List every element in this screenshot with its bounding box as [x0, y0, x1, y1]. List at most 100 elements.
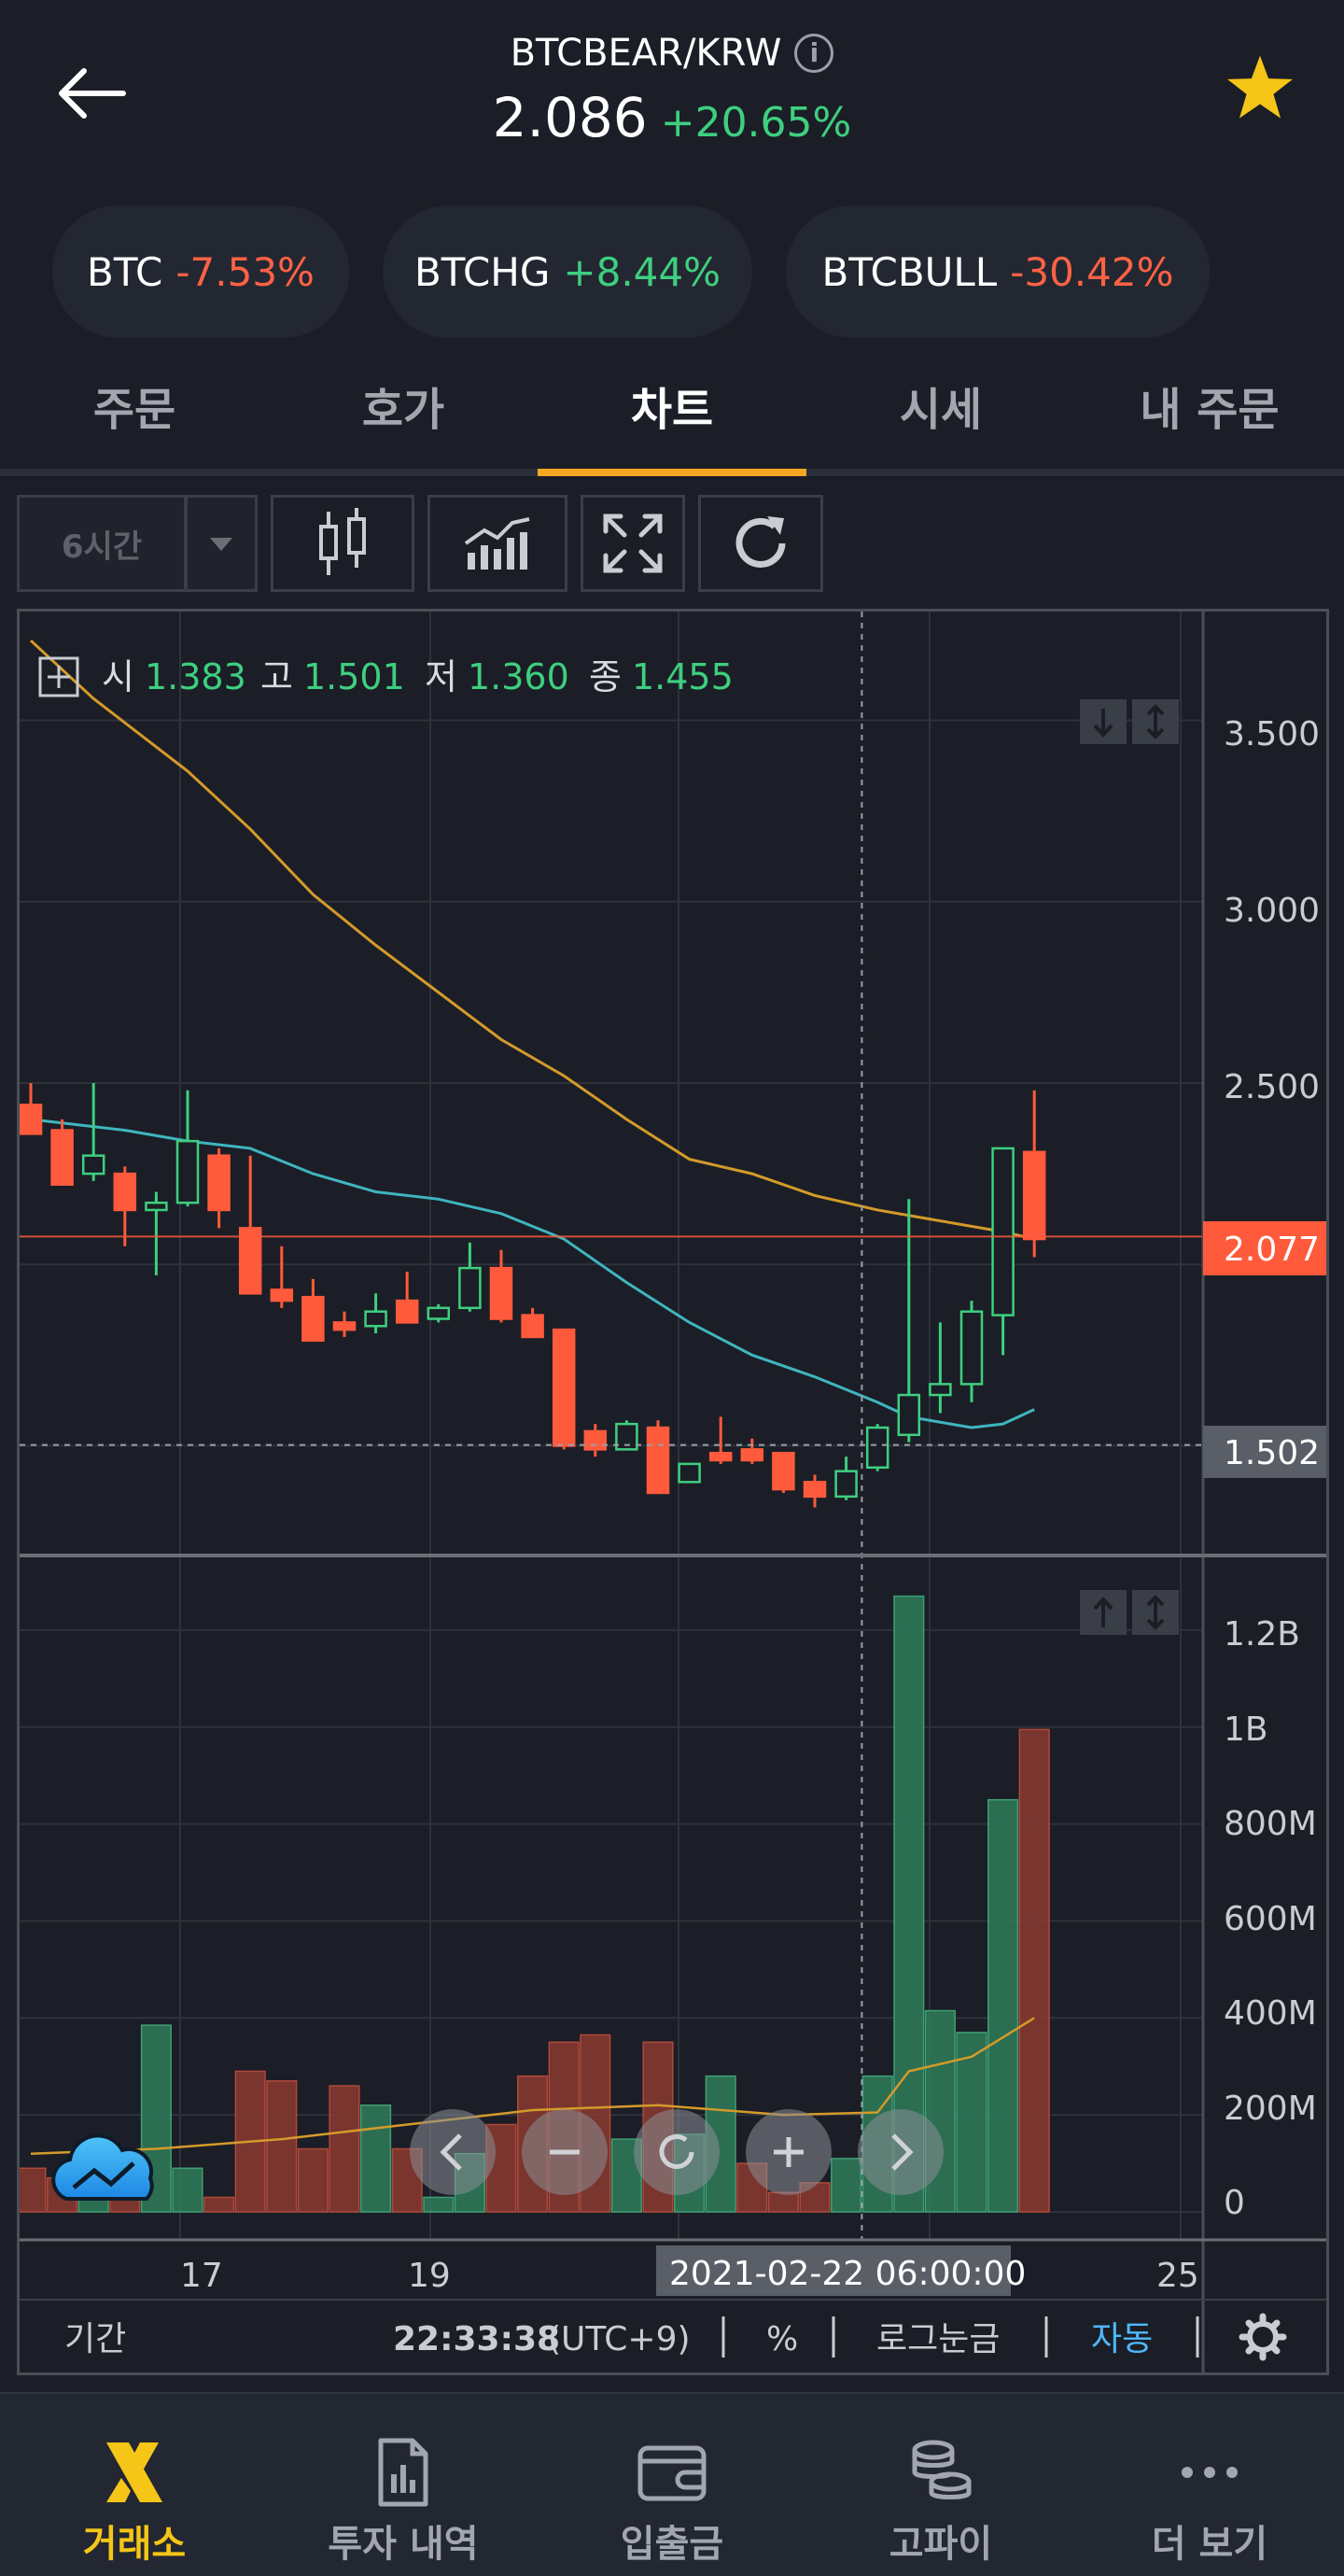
volume-bar [172, 2167, 203, 2213]
candle-body [929, 1383, 952, 1397]
indicator-icon [464, 517, 530, 570]
volume-bar [705, 2075, 736, 2213]
candle-body [897, 1393, 921, 1437]
candle-body [113, 1172, 137, 1212]
auto-scale-button[interactable]: 자동 [1091, 2320, 1153, 2358]
fullscreen-button[interactable] [581, 495, 685, 592]
candle-body [521, 1314, 544, 1339]
candle-body [646, 1426, 670, 1495]
volume-tick: 800M [1224, 1805, 1317, 1843]
candle-body [615, 1422, 638, 1451]
candle-body [145, 1201, 168, 1212]
candlesticks [19, 1083, 1203, 1508]
nav-deposit-withdraw[interactable]: 입출금 [538, 2394, 806, 2576]
tab-chart[interactable]: 차트 [630, 384, 714, 436]
volume-bar [266, 2080, 298, 2213]
volume-bar [1018, 1728, 1050, 2213]
bottom-navigation: 거래소 투자 내역 입출금 고파이 [0, 2392, 1344, 2576]
candle-body [81, 1154, 105, 1175]
chart-container[interactable]: 시 1.383 고 1.501 저 1.360 종 1.455 3.500 3.… [15, 609, 1329, 2375]
chevron-down-icon [210, 538, 232, 551]
volume-tick: 400M [1224, 1994, 1317, 2033]
arrows-vertical-icon [1146, 1595, 1165, 1630]
chevron-left-icon [440, 2133, 462, 2171]
back-arrow-icon[interactable] [47, 47, 140, 140]
cloud-logo-icon [51, 2133, 154, 2201]
candle-body [489, 1266, 513, 1320]
scroll-right-button[interactable] [858, 2109, 944, 2195]
low-value: 1.360 [468, 656, 569, 697]
candle-body [991, 1147, 1015, 1316]
reset-icon [659, 2134, 694, 2169]
refresh-button[interactable] [698, 495, 823, 592]
candle-body [834, 1470, 858, 1499]
fullscreen-icon [603, 514, 663, 573]
tab-market-price[interactable]: 시세 [899, 384, 983, 436]
related-chip-btc[interactable]: BTC -7.53% [52, 205, 349, 338]
active-tab-indicator [538, 469, 806, 476]
crosshair [20, 612, 1203, 2240]
volume-bar [15, 2167, 47, 2213]
volume-bar [423, 2196, 455, 2213]
candle-body [301, 1295, 325, 1343]
info-icon[interactable]: i [794, 34, 834, 73]
exchange-x-icon [106, 2442, 162, 2502]
percent-scale-button[interactable]: % [766, 2320, 798, 2358]
volume-bar [297, 2147, 329, 2213]
gear-icon[interactable] [1239, 2313, 1287, 2361]
candle-body [865, 1426, 889, 1470]
coins-icon [912, 2440, 972, 2499]
tab-my-orders[interactable]: 내 주문 [1140, 384, 1280, 436]
volume-bar [987, 1798, 1019, 2213]
ma-long-line [29, 639, 1035, 1241]
chart-svg[interactable]: 시 1.383 고 1.501 저 1.360 종 1.455 3.500 3.… [15, 612, 1326, 2372]
related-chip-btcbull[interactable]: BTCBULL -30.42% [786, 205, 1210, 338]
nav-investment-history[interactable]: 투자 내역 [269, 2394, 538, 2576]
candle-body [207, 1154, 231, 1212]
chevron-right-icon [891, 2133, 914, 2171]
nav-label: 고파이 [889, 2523, 993, 2566]
chart-footer: 기간 22:33:38 (UTC+9) % 로그눈금 자동 [64, 2313, 1287, 2361]
nav-more[interactable]: 더 보기 [1075, 2394, 1344, 2576]
arrow-up-icon [1093, 1597, 1113, 1627]
price-line: 2.086 +20.65% [0, 86, 1344, 149]
candle-body [364, 1310, 387, 1328]
reset-zoom-button[interactable] [634, 2109, 720, 2195]
scroll-left-button[interactable] [410, 2109, 496, 2195]
time-tick: 25 [1156, 2257, 1199, 2295]
nav-gofi[interactable]: 고파이 [806, 2394, 1075, 2576]
chip-name: BTCBULL [821, 248, 998, 295]
period-button[interactable]: 기간 [64, 2320, 126, 2358]
interval-select[interactable]: 6시간 [17, 495, 187, 592]
time-tick: 19 [408, 2257, 451, 2295]
open-label: 시 [102, 656, 134, 697]
volume-bar [956, 2032, 987, 2213]
indicator-button[interactable] [427, 495, 567, 592]
chip-change: -7.53% [175, 248, 315, 295]
timezone-button[interactable]: (UTC+9) [548, 2320, 691, 2358]
refresh-icon [735, 516, 786, 568]
chip-change: -30.42% [1010, 248, 1174, 295]
log-scale-button[interactable]: 로그눈금 [876, 2320, 1000, 2358]
interval-dropdown-button[interactable] [185, 495, 258, 592]
open-value: 1.383 [145, 656, 246, 697]
favorite-star-icon[interactable] [1225, 52, 1295, 123]
chart-toolbar: 6시간 [0, 495, 1344, 592]
tab-orderbook[interactable]: 호가 [361, 384, 445, 436]
related-chip-btchg[interactable]: BTCHG +8.44% [383, 205, 752, 338]
volume-bar [329, 2085, 360, 2213]
volume-panel-scale-buttons [1080, 1590, 1179, 1635]
ohlc-legend: 시 1.383 고 1.501 저 1.360 종 1.455 [38, 656, 734, 697]
candle-body [238, 1227, 262, 1295]
nav-exchange[interactable]: 거래소 [0, 2394, 269, 2576]
candle-body [959, 1310, 984, 1386]
tab-order[interactable]: 주문 [92, 384, 176, 436]
current-time: 22:33:38 [393, 2320, 560, 2358]
volume-tick: 1.2B [1224, 1615, 1300, 1654]
nav-label: 입출금 [620, 2523, 724, 2566]
pair-name: BTCBEAR/KRW [510, 32, 782, 75]
time-axis: 17 19 25 2021-02-22 06:00:00 [180, 2245, 1199, 2296]
chart-type-button[interactable] [271, 495, 414, 592]
expand-legend-icon[interactable] [38, 656, 79, 697]
candle-body [772, 1451, 795, 1491]
